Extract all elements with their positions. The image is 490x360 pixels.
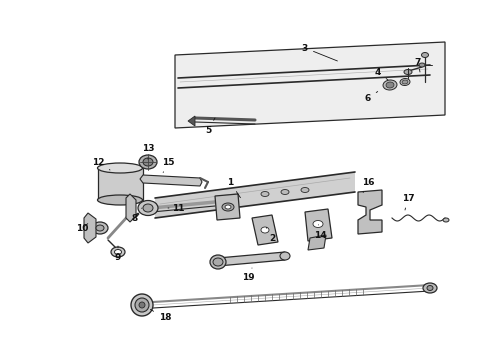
Ellipse shape: [139, 155, 157, 169]
Ellipse shape: [386, 82, 394, 88]
Ellipse shape: [96, 225, 104, 231]
Text: 11: 11: [168, 203, 184, 212]
Ellipse shape: [143, 204, 153, 212]
Text: 3: 3: [302, 44, 338, 61]
Ellipse shape: [138, 201, 158, 216]
Polygon shape: [140, 175, 202, 186]
Text: 16: 16: [362, 177, 374, 193]
Text: 1: 1: [227, 177, 241, 198]
Ellipse shape: [402, 80, 408, 84]
Ellipse shape: [213, 258, 223, 266]
Ellipse shape: [421, 53, 428, 58]
Polygon shape: [308, 235, 326, 250]
Ellipse shape: [427, 285, 433, 291]
Text: 9: 9: [115, 246, 121, 262]
Text: 10: 10: [76, 224, 88, 233]
Ellipse shape: [92, 222, 108, 234]
Ellipse shape: [98, 195, 143, 205]
Text: 14: 14: [314, 225, 326, 239]
Text: 8: 8: [132, 208, 142, 222]
Polygon shape: [252, 215, 278, 245]
Ellipse shape: [383, 80, 397, 90]
Ellipse shape: [139, 302, 145, 308]
Text: 13: 13: [142, 144, 154, 159]
Ellipse shape: [400, 78, 410, 86]
Polygon shape: [155, 172, 355, 218]
Text: 7: 7: [415, 58, 421, 72]
Ellipse shape: [98, 163, 143, 173]
Ellipse shape: [261, 227, 269, 233]
Polygon shape: [98, 168, 143, 200]
Ellipse shape: [115, 249, 122, 255]
Ellipse shape: [423, 283, 437, 293]
Polygon shape: [126, 194, 136, 222]
Ellipse shape: [280, 252, 290, 260]
Ellipse shape: [143, 158, 153, 166]
Ellipse shape: [111, 247, 125, 257]
Ellipse shape: [313, 220, 323, 228]
Text: 2: 2: [267, 228, 275, 243]
Text: 12: 12: [92, 158, 110, 170]
Polygon shape: [358, 190, 382, 234]
Text: 15: 15: [162, 158, 174, 172]
Ellipse shape: [210, 255, 226, 269]
Polygon shape: [215, 194, 240, 220]
Text: 19: 19: [242, 268, 254, 283]
Ellipse shape: [443, 218, 449, 222]
Ellipse shape: [222, 203, 234, 211]
Ellipse shape: [419, 63, 425, 67]
Ellipse shape: [404, 69, 412, 75]
Text: 17: 17: [402, 194, 415, 210]
Polygon shape: [84, 213, 96, 243]
Ellipse shape: [131, 294, 153, 316]
Polygon shape: [305, 209, 332, 241]
Ellipse shape: [281, 189, 289, 194]
Text: 6: 6: [365, 91, 378, 103]
Polygon shape: [175, 42, 445, 128]
Text: 18: 18: [150, 309, 171, 323]
Text: 5: 5: [205, 118, 215, 135]
Text: 4: 4: [375, 68, 388, 80]
Ellipse shape: [225, 205, 231, 209]
Polygon shape: [218, 252, 285, 266]
Ellipse shape: [301, 188, 309, 193]
Ellipse shape: [135, 298, 149, 312]
Ellipse shape: [261, 192, 269, 197]
Polygon shape: [188, 116, 195, 126]
